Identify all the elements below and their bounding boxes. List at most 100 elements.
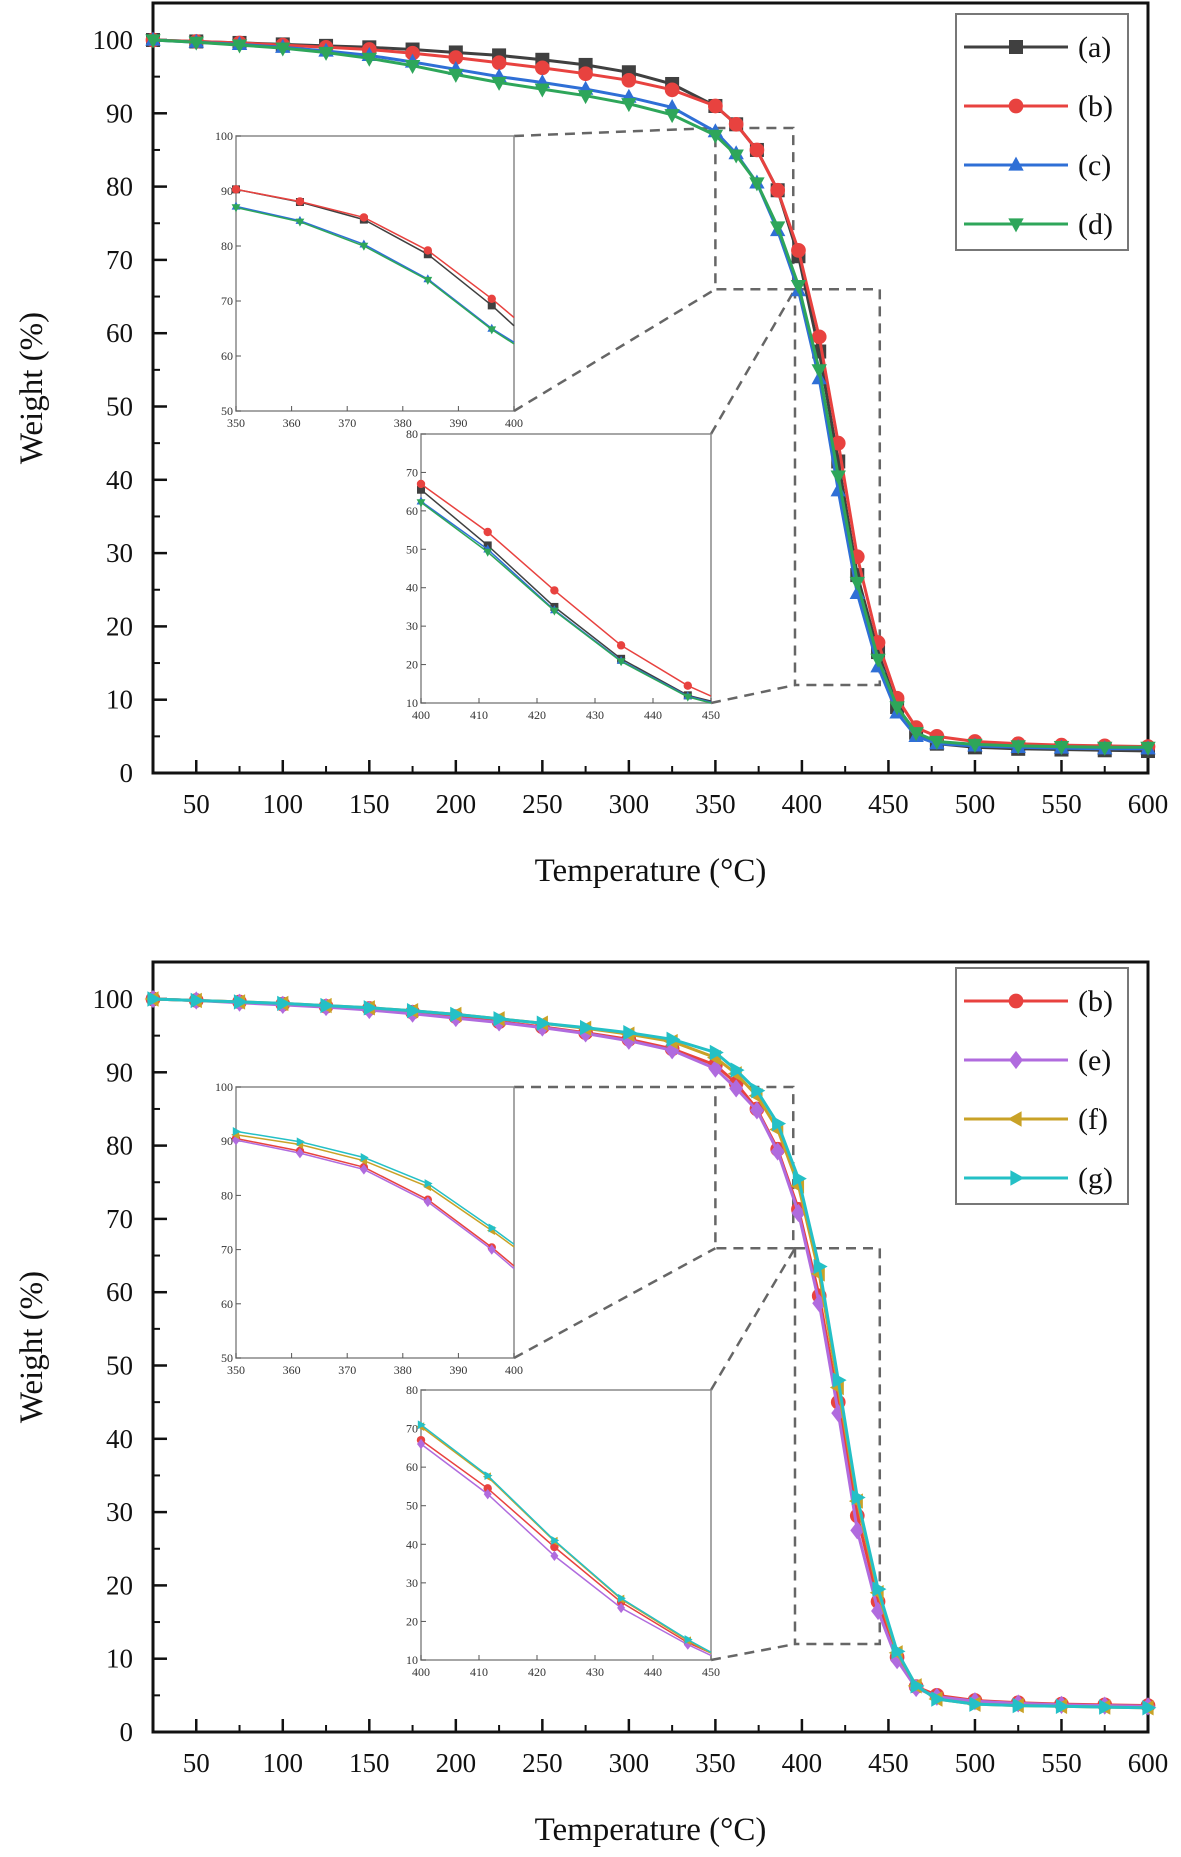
inset-y-tick-label: 70	[406, 465, 418, 479]
inset-data-point	[616, 641, 626, 650]
data-point	[577, 90, 594, 105]
data-point	[709, 1044, 724, 1061]
data-point	[751, 1082, 766, 1099]
inset-series-line	[235, 1133, 515, 1248]
inset-x-tick-label: 410	[470, 1665, 488, 1679]
y-tick-label: 10	[106, 1644, 133, 1674]
x-tick-label: 500	[955, 789, 996, 819]
x-tick-label: 50	[183, 789, 210, 819]
data-point	[145, 34, 161, 49]
data-point	[491, 76, 507, 91]
x-tick-label: 600	[1128, 1748, 1169, 1778]
x-tick-label: 400	[782, 1748, 823, 1778]
inset-x-tick-label: 350	[227, 416, 245, 430]
data-point	[792, 1170, 807, 1187]
inset-1: 350 360 370 380 390 400 50 60 70 80 90 100	[215, 129, 523, 430]
inset-data-point	[483, 1484, 492, 1493]
zoom-box-1	[714, 126, 795, 291]
data-point	[849, 576, 865, 591]
data-point	[664, 82, 680, 98]
inset-x-tick-label: 370	[338, 416, 356, 430]
inset-x-tick-label: 380	[394, 416, 412, 430]
inset-x-tick-label: 420	[528, 1665, 546, 1679]
data-point	[832, 1372, 847, 1388]
y-tick-label: 80	[106, 1131, 133, 1161]
x-tick-label: 450	[868, 1748, 909, 1778]
inset-y-tick-label: 40	[406, 1537, 418, 1551]
x-tick-label: 450	[868, 789, 909, 819]
legend: (b) (e) (f) (g)	[955, 967, 1129, 1205]
plot-frame	[151, 960, 1150, 1734]
inset-data-point	[550, 607, 559, 616]
legend: (a) (b) (c) (d)	[955, 13, 1129, 251]
legend-box	[955, 967, 1129, 1205]
data-point	[406, 1003, 421, 1019]
inset-data-point	[488, 1223, 497, 1233]
chart-panel-1: 50 100 150 200 250 300 350 400 450 500 550 600 0 10 20…	[14, 1, 1168, 889]
inset-x-tick-label: 360	[283, 1363, 301, 1377]
inset-data-point	[416, 479, 426, 489]
data-point	[493, 1011, 508, 1027]
inset-data-point	[417, 1438, 425, 1450]
data-point	[769, 221, 786, 236]
y-tick-label: 20	[106, 1570, 133, 1600]
data-point	[749, 142, 765, 158]
data-point	[534, 60, 550, 76]
data-point	[811, 364, 827, 379]
data-point	[770, 1142, 785, 1161]
inset-data-point	[417, 1420, 426, 1430]
inset-y-tick-label: 80	[406, 427, 418, 441]
series-line	[152, 38, 1148, 749]
inset-data-point	[231, 204, 241, 213]
data-point	[1099, 1699, 1114, 1715]
inset-y-tick-label: 80	[221, 239, 233, 253]
inset-data-point	[550, 1550, 559, 1562]
data-point	[233, 994, 248, 1010]
inset-y-tick-label: 30	[406, 619, 418, 633]
data-point	[1140, 741, 1156, 756]
inset-data-point	[296, 1137, 305, 1147]
legend-marker	[1008, 98, 1024, 114]
x-tick-label: 100	[263, 789, 304, 819]
legend-label: (e)	[1078, 1044, 1111, 1077]
data-point	[790, 279, 807, 294]
data-point	[908, 727, 924, 742]
data-point	[728, 149, 744, 164]
data-point	[749, 1101, 764, 1120]
data-point	[770, 182, 786, 198]
y-tick-label: 40	[106, 1424, 133, 1454]
inset-data-point	[550, 586, 559, 595]
inset-data-point	[617, 1602, 626, 1614]
inset-y-tick-label: 30	[406, 1576, 418, 1590]
chart-panel-2: 50 100 150 200 250 300 350 400 450 500 550 600 0 10 20…	[14, 960, 1169, 1848]
inset-series-line	[235, 1130, 515, 1245]
legend-label: (a)	[1078, 31, 1111, 64]
inset-data-point	[484, 1471, 493, 1481]
inset-data-point	[295, 197, 305, 206]
data-point	[536, 1015, 551, 1031]
inset-y-tick-label: 70	[221, 294, 233, 308]
inset-data-point	[684, 1635, 693, 1644]
inset-2: 400 410 420 430 440 450 10 20 30 40 50 60 70 80	[406, 1383, 720, 1679]
inset-y-tick-label: 60	[221, 1297, 233, 1311]
inset-series-line	[235, 1139, 515, 1270]
data-point	[1055, 1698, 1070, 1715]
x-axis-title: Temperature (°C)	[535, 853, 767, 889]
inset-series-line	[235, 206, 515, 345]
data-point	[872, 1581, 887, 1597]
data-point	[811, 329, 827, 345]
x-tick-label: 250	[522, 789, 563, 819]
inset-x-tick-label: 350	[227, 1363, 245, 1377]
x-tick-label: 550	[1041, 789, 1082, 819]
data-point	[491, 55, 507, 71]
y-tick-label: 60	[106, 318, 133, 348]
zoom-connector	[513, 126, 716, 138]
inset-data-point	[487, 326, 497, 335]
legend-marker	[1009, 1050, 1023, 1070]
data-point	[621, 72, 637, 88]
data-point	[851, 1489, 866, 1506]
data-point	[361, 52, 378, 67]
y-tick-label: 100	[93, 25, 134, 55]
inset-x-tick-label: 420	[528, 708, 546, 722]
